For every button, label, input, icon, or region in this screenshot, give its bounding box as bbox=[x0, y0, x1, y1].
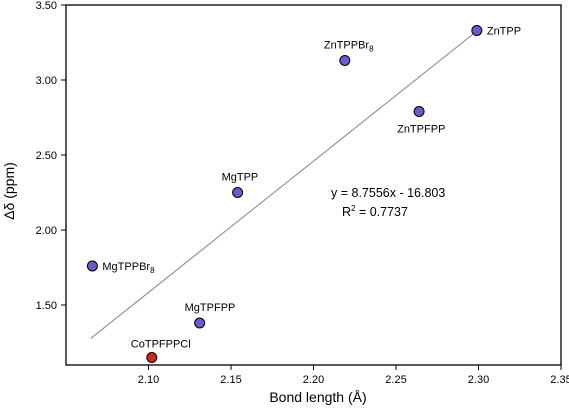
y-tick-label-1: 2.00 bbox=[36, 225, 57, 237]
x-axis-title: Bond length (Å) bbox=[269, 389, 366, 405]
point-label-zntpp: ZnTPP bbox=[487, 26, 521, 38]
point-label-mgtpfpp: MgTPFPP bbox=[185, 302, 236, 314]
point-labels-layer: ZnTPP ZnTPPBr8 ZnTPFPP MgTPP MgTPPBr8 MgTPFPP… bbox=[102, 26, 521, 351]
points-layer bbox=[86, 25, 483, 363]
fit-line-layer bbox=[90, 30, 478, 339]
point-mgtpfpp bbox=[194, 317, 206, 329]
point-zntppbr8 bbox=[339, 55, 351, 66]
point-mgtpp bbox=[232, 187, 244, 198]
x-tick-label-5: 2.35 bbox=[550, 374, 569, 386]
point-mgtppbr8 bbox=[86, 260, 98, 272]
plot-frame bbox=[65, 4, 562, 366]
point-label-mgtppbr8: MgTPPBr8 bbox=[102, 261, 155, 275]
y-axis-title: Δδ (ppm) bbox=[1, 162, 17, 220]
point-zntpp bbox=[471, 25, 483, 36]
regression-equation: y = 8.7556x - 16.803 bbox=[331, 186, 445, 200]
y-tick-label-0: 1.50 bbox=[36, 300, 57, 312]
point-label-zntpfpp: ZnTPFPP bbox=[397, 124, 445, 136]
y-tick-label-2: 2.50 bbox=[36, 150, 57, 162]
x-tick-label-4: 2.30 bbox=[468, 374, 489, 386]
x-tick-label-1: 2.15 bbox=[220, 374, 241, 386]
point-label-zntppbr8: ZnTPPBr8 bbox=[324, 40, 374, 54]
y-tick-label-4: 3.50 bbox=[36, 0, 57, 12]
regression-line bbox=[90, 30, 478, 339]
point-zntpfpp bbox=[413, 106, 425, 117]
x-tick-label-3: 2.25 bbox=[385, 374, 406, 386]
x-tick-label-2: 2.20 bbox=[303, 374, 324, 386]
point-label-cotpfppcl: CoTPFPPCl bbox=[131, 339, 191, 351]
point-label-mgtpp: MgTPP bbox=[222, 172, 259, 184]
r-squared: R2 = 0.7737 bbox=[342, 204, 408, 219]
axes: 2.10 2.15 2.20 2.25 2.30 2.35 1.50 2.00 2.50 3.00… bbox=[36, 0, 569, 386]
y-tick-label-3: 3.00 bbox=[36, 75, 57, 87]
point-cotpfppcl bbox=[146, 352, 158, 363]
x-tick-label-0: 2.10 bbox=[138, 374, 159, 386]
